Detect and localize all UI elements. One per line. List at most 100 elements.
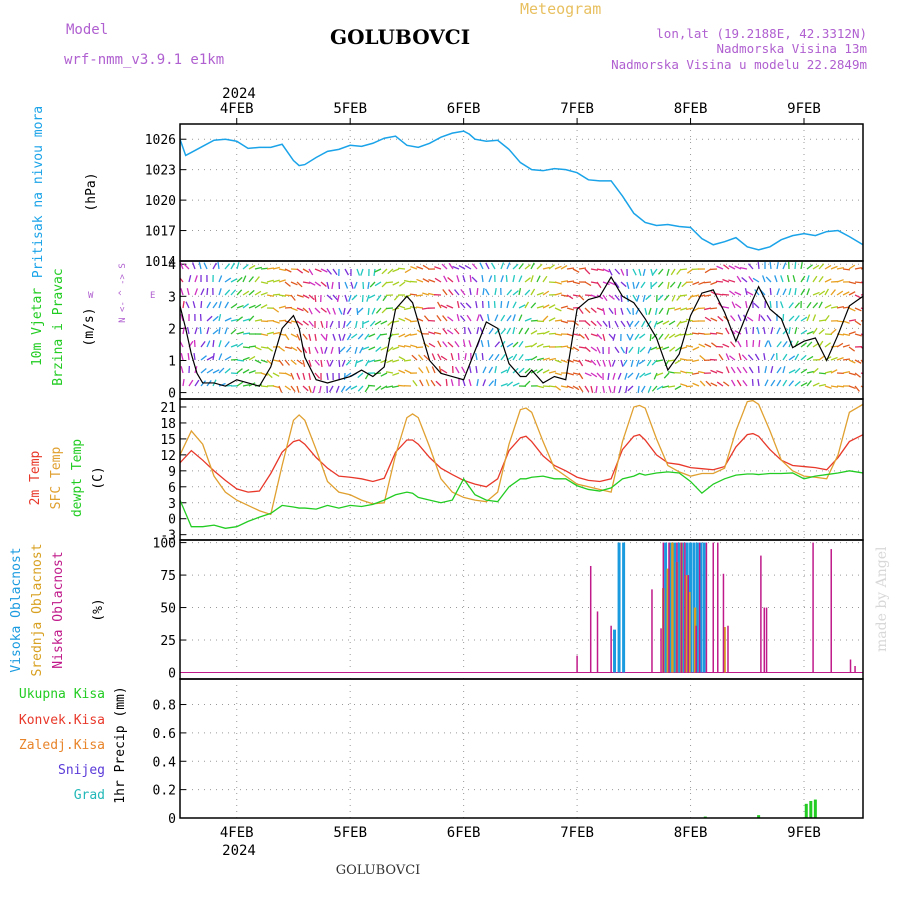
wind-arrow — [788, 380, 795, 387]
cloud-bar-high — [613, 629, 617, 673]
wind-arrow — [415, 306, 424, 309]
wind-arrow — [290, 385, 296, 393]
wind-arrow — [691, 372, 700, 375]
wind-arrow — [200, 340, 206, 348]
wind-arrow — [344, 372, 352, 378]
wind-arrow — [198, 262, 202, 270]
wind-arrow — [812, 275, 818, 283]
wind-arrow — [830, 369, 838, 374]
cloud-ytick-label: 75 — [160, 569, 176, 584]
wind-arrow — [230, 303, 238, 309]
wind-arrow — [830, 265, 838, 270]
wind-arrow — [212, 339, 215, 348]
wind-arrow — [757, 261, 760, 270]
wind-arrow — [686, 344, 694, 348]
wind-arrow — [374, 320, 382, 326]
wind-arrow — [731, 301, 736, 309]
wind-arrow — [692, 281, 700, 286]
wind-arrow — [487, 300, 490, 309]
wind-arrow — [272, 320, 280, 324]
wind-arrow — [612, 333, 616, 341]
wind-arrow — [536, 275, 541, 283]
wind-arrow — [500, 262, 505, 270]
wind-arrow — [335, 385, 340, 393]
wind-arrow — [627, 385, 634, 392]
wind-arrow — [314, 346, 319, 354]
wind-arrow — [670, 268, 676, 276]
wind-arrow — [308, 359, 312, 367]
wind-arrow — [794, 327, 798, 335]
wind-arrow — [506, 381, 514, 387]
wind-arrow — [642, 268, 646, 276]
wind-arrow — [806, 264, 813, 270]
wind-arrow — [180, 366, 184, 374]
wind-arrow — [343, 320, 346, 329]
cloud-bar-low — [676, 542, 678, 673]
wind-arrow — [625, 385, 628, 393]
wind-arrow — [236, 276, 243, 283]
wind-arrow — [482, 366, 487, 374]
wind-arrow — [718, 353, 724, 361]
wind-arrow — [206, 340, 211, 348]
wind-arrow — [326, 372, 329, 381]
wind-arrow — [506, 366, 511, 374]
wind-arrow — [754, 353, 760, 361]
wind-arrow — [471, 263, 478, 270]
top-date-label: 9FEB — [787, 101, 821, 117]
wind-arrow — [518, 354, 524, 361]
wind-arrow — [680, 383, 688, 387]
wind-arrow — [242, 332, 251, 335]
wind-arrow — [447, 277, 454, 283]
wind-arrow — [782, 340, 788, 348]
pressure-line — [180, 130, 863, 251]
wind-arrow — [848, 307, 856, 312]
wind-arrow — [715, 345, 724, 348]
wind-arrow — [530, 288, 536, 296]
wind-arrow — [674, 385, 682, 390]
wind-arrow — [206, 368, 214, 374]
wind-arrow — [236, 304, 244, 309]
wind-arrow — [346, 333, 352, 341]
wind-arrow — [224, 289, 231, 296]
wind-arrow — [836, 279, 844, 283]
wind-arrow — [397, 267, 406, 270]
wind-arrow — [409, 333, 418, 336]
wind-arrow — [482, 287, 485, 296]
wind-arrow — [425, 379, 430, 387]
temp-sfc-label: SFC Temp — [49, 447, 64, 510]
wind-arrow — [824, 385, 832, 389]
wind-arrow — [674, 333, 682, 338]
wind-arrow — [566, 294, 574, 300]
wind-arrow — [770, 366, 774, 374]
wind-arrow — [830, 328, 837, 335]
wind-arrow — [524, 317, 532, 322]
wind-arrow — [290, 307, 298, 312]
cloud-bar-high — [699, 542, 703, 673]
wind-speed-line — [180, 275, 863, 387]
wind-arrow — [296, 333, 301, 341]
wind-arrow — [554, 319, 563, 322]
wind-arrow — [709, 332, 718, 335]
wind-arrow — [698, 281, 706, 286]
wind-arrow — [494, 287, 497, 296]
wind-arrow — [290, 333, 298, 338]
wind-arrow — [308, 281, 316, 286]
cloud-mid-label: Srednja Oblacnost — [30, 543, 45, 676]
wind-arrow — [345, 346, 352, 353]
cloud-bar-low — [589, 565, 592, 673]
cloud-bar-low — [727, 625, 729, 673]
wind-arrow — [369, 281, 376, 288]
wind-arrow — [376, 294, 382, 301]
wind-arrow — [637, 385, 640, 394]
cloud-bar-low — [712, 542, 714, 673]
cloud-bar-high — [668, 542, 672, 673]
wind-arrow — [644, 307, 648, 315]
wind-arrow — [364, 359, 370, 367]
wind-arrow — [860, 294, 863, 296]
wind-arrow — [824, 288, 830, 296]
wind-arrow — [566, 267, 575, 270]
wind-arrow — [404, 279, 412, 283]
wind-arrow — [464, 352, 467, 361]
wind-arrow — [824, 314, 830, 322]
wind-arrow — [500, 354, 506, 361]
